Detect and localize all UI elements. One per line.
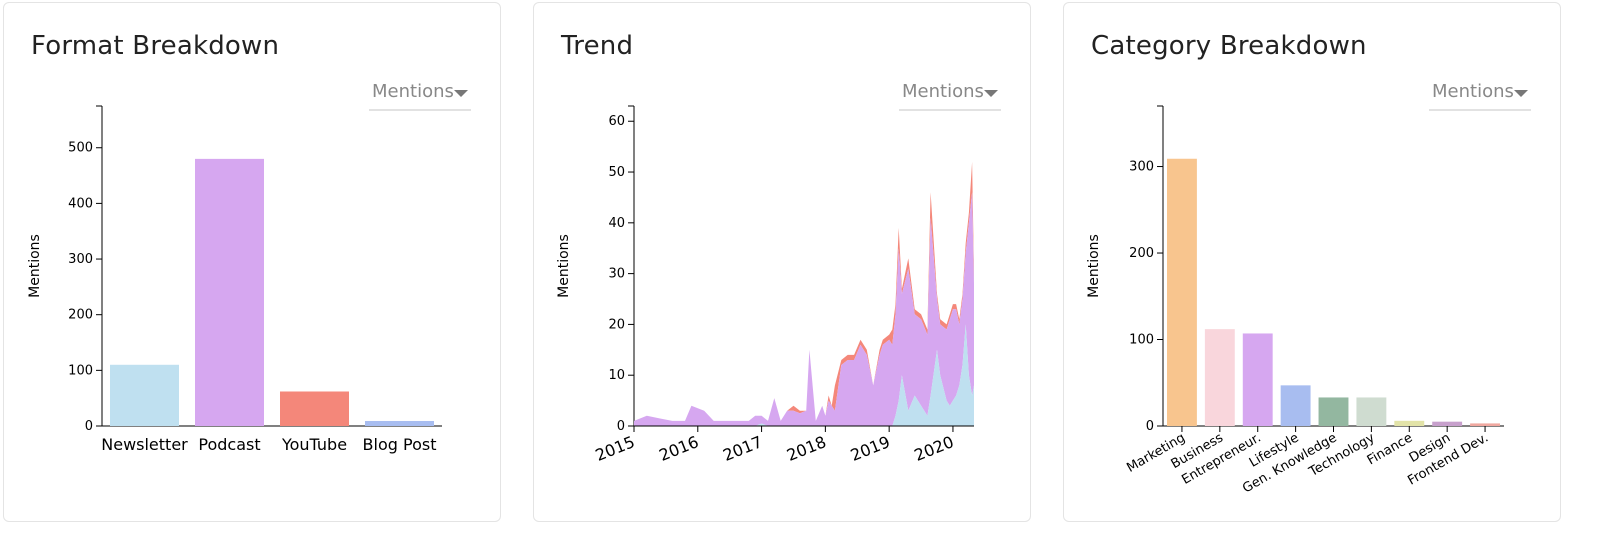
trend-area-chart: 0 10 20 30 40 50 60 Mentions 2015 2016 2017 2018 201… <box>556 105 974 465</box>
format-metric-dropdown[interactable]: Mentions <box>369 75 471 111</box>
x-tick-label: 2018 <box>784 432 829 465</box>
format-breakdown-card: Format Breakdown Mentions 0 100 200 300 400 5… <box>3 2 501 522</box>
bar <box>195 158 264 426</box>
area-series <box>634 192 974 426</box>
x-tick-label: 2020 <box>912 432 957 465</box>
y-axis-label: Mentions <box>27 234 43 298</box>
y-axis-label: Mentions <box>1086 234 1102 298</box>
x-tick-label: Podcast <box>198 435 260 454</box>
y-tick-label: 100 <box>68 363 93 378</box>
y-axis-label: Mentions <box>556 234 572 298</box>
y-tick-label: 0 <box>617 419 625 434</box>
x-tick-label: 2017 <box>720 432 765 465</box>
trend-metric-dropdown[interactable]: Mentions <box>899 75 1001 111</box>
trend-card: Trend Mentions 0 10 20 30 40 50 60 Mentions 2015… <box>533 2 1031 522</box>
y-tick-label: 10 <box>608 368 625 383</box>
y-tick-label: 30 <box>608 267 625 282</box>
bar <box>1356 397 1387 426</box>
bar <box>1470 423 1500 426</box>
category-bar-chart: 0100200300MentionsMarketingBusinessEntre… <box>1086 105 1504 496</box>
format-metric-label: Mentions <box>372 81 454 102</box>
bar <box>1280 385 1311 426</box>
y-tick-label: 300 <box>68 252 93 267</box>
trend-title: Trend <box>561 31 634 61</box>
y-tick-label: 200 <box>1129 246 1154 261</box>
x-tick-label: YouTube <box>281 435 347 454</box>
x-tick-label: 2019 <box>848 432 893 465</box>
y-tick-label: 60 <box>608 114 625 129</box>
bar <box>1432 421 1463 426</box>
chevron-down-icon <box>1514 90 1528 97</box>
y-tick-label: 20 <box>608 317 625 332</box>
chevron-down-icon <box>984 90 998 97</box>
bar <box>1394 420 1425 426</box>
y-tick-label: 200 <box>68 308 93 323</box>
area-series <box>634 324 974 426</box>
bar <box>1167 158 1197 426</box>
x-tick-label: Blog Post <box>363 435 437 454</box>
category-breakdown-card: Category Breakdown Mentions 0 100 200 300 Me… <box>1063 2 1561 522</box>
category-breakdown-title: Category Breakdown <box>1091 31 1367 61</box>
format-bar-chart: 0 100 200 300 400 500 Mentions Newsletter Podcas… <box>27 105 442 454</box>
y-tick-label: 500 <box>68 141 93 156</box>
bar <box>280 391 349 426</box>
chevron-down-icon <box>454 90 468 97</box>
category-metric-dropdown[interactable]: Mentions <box>1429 75 1531 111</box>
y-tick-label: 0 <box>85 419 93 434</box>
bar <box>110 364 179 426</box>
bar <box>1242 333 1273 426</box>
y-tick-label: 400 <box>68 196 93 211</box>
bar <box>1318 397 1349 426</box>
y-tick-label: 100 <box>1129 333 1154 348</box>
x-tick-label: 2016 <box>656 432 701 465</box>
bar <box>1204 329 1235 426</box>
bar <box>365 420 434 426</box>
category-metric-label: Mentions <box>1432 81 1514 102</box>
x-tick-label: 2015 <box>593 432 638 465</box>
format-breakdown-title: Format Breakdown <box>31 31 280 61</box>
y-tick-label: 40 <box>608 216 625 231</box>
trend-metric-label: Mentions <box>902 81 984 102</box>
y-tick-label: 50 <box>608 165 625 180</box>
y-tick-label: 0 <box>1146 419 1154 434</box>
x-tick-label: Newsletter <box>101 435 188 454</box>
y-tick-label: 300 <box>1129 160 1154 175</box>
